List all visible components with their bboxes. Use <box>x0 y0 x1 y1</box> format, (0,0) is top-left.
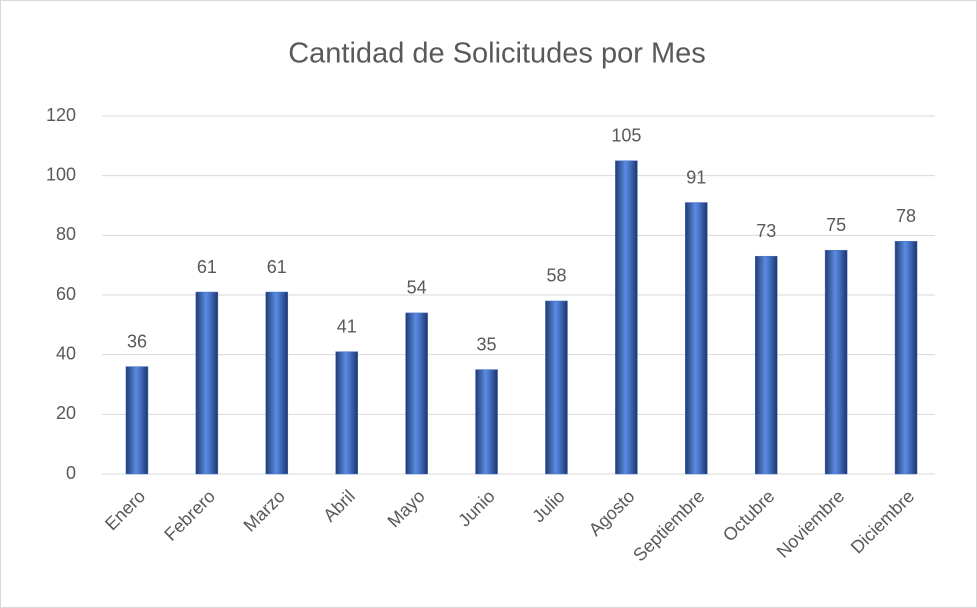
y-tick-label: 60 <box>56 284 76 304</box>
data-label: 36 <box>127 331 147 351</box>
bar <box>754 255 778 475</box>
data-label: 78 <box>896 206 916 226</box>
bar <box>475 369 498 475</box>
data-label: 41 <box>337 316 357 336</box>
bar <box>824 250 848 475</box>
y-tick-label: 100 <box>46 164 76 184</box>
data-label: 35 <box>477 334 497 354</box>
data-label: 61 <box>267 257 287 277</box>
chart-title: Cantidad de Solicitudes por Mes <box>288 38 706 70</box>
data-label: 61 <box>197 257 217 277</box>
y-tick-label: 80 <box>56 224 76 244</box>
bar <box>195 291 219 475</box>
data-label: 54 <box>407 278 427 298</box>
data-label: 91 <box>686 167 706 187</box>
data-label: 58 <box>546 266 566 286</box>
bar <box>615 160 638 475</box>
bar <box>894 241 918 475</box>
bar <box>545 300 568 475</box>
data-label: 73 <box>756 221 776 241</box>
bar <box>405 312 428 475</box>
data-label: 105 <box>611 126 641 146</box>
bar <box>125 366 149 475</box>
y-tick-label: 40 <box>56 343 76 363</box>
bar <box>265 291 289 475</box>
bar <box>685 202 708 475</box>
data-label: 75 <box>826 215 846 235</box>
y-tick-label: 120 <box>46 105 76 125</box>
bar <box>335 351 358 475</box>
y-tick-label: 0 <box>66 463 76 483</box>
y-tick-label: 20 <box>56 403 76 423</box>
